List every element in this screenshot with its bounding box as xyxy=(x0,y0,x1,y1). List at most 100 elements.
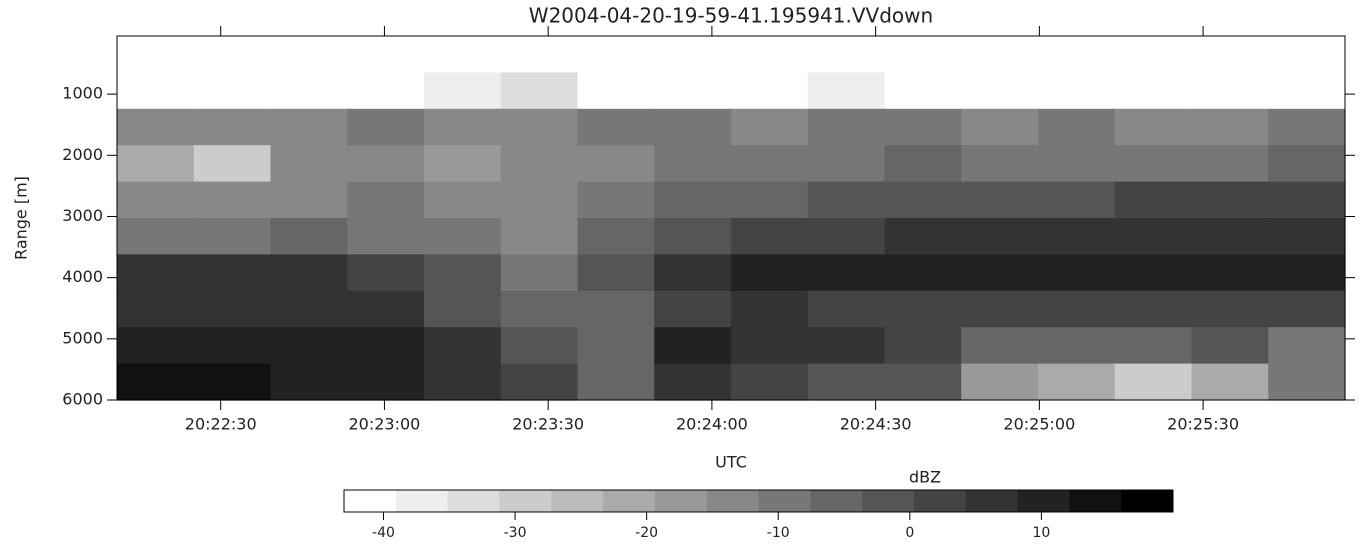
heatmap-cell xyxy=(807,363,886,401)
heatmap-cell xyxy=(424,290,502,328)
heatmap-cell xyxy=(270,290,348,328)
heatmap-cell xyxy=(1038,36,1116,73)
heatmap-cell xyxy=(731,36,809,73)
heatmap-cell xyxy=(270,218,348,255)
y-tick-label: 2000 xyxy=(62,145,103,164)
heatmap-cell xyxy=(807,327,886,365)
heatmap-cell xyxy=(424,363,502,401)
heatmap-cell xyxy=(117,36,195,73)
heatmap-cell xyxy=(500,327,579,365)
heatmap-cell xyxy=(117,145,195,183)
heatmap-cell xyxy=(884,327,962,365)
heatmap-cell xyxy=(1191,327,1269,365)
heatmap-cell xyxy=(1038,254,1116,292)
heatmap-cell xyxy=(193,145,272,183)
colorbar-segment xyxy=(603,490,656,512)
heatmap-cell xyxy=(193,218,272,255)
heatmap-cell xyxy=(731,363,809,401)
heatmap-cell xyxy=(731,218,809,255)
heatmap-cell xyxy=(654,363,732,401)
heatmap-cell xyxy=(807,290,886,328)
heatmap-cell xyxy=(961,363,1039,401)
heatmap-cell xyxy=(1114,72,1193,110)
heatmap-cell xyxy=(117,72,195,110)
heatmap-cell xyxy=(1038,72,1116,110)
heatmap-cell xyxy=(193,327,272,365)
y-tick-label: 5000 xyxy=(62,328,103,347)
heatmap-cell xyxy=(884,363,962,401)
colorbar-segment xyxy=(1069,490,1122,512)
heatmap-cell xyxy=(1038,290,1116,328)
heatmap-cell xyxy=(347,36,425,73)
heatmap-cell xyxy=(1268,108,1346,146)
heatmap-cell xyxy=(117,290,195,328)
heatmap-cell xyxy=(193,72,272,110)
heatmap-cell xyxy=(961,254,1039,292)
heatmap-cell xyxy=(1268,218,1346,255)
colorbar-segment xyxy=(551,490,604,512)
heatmap-cell xyxy=(270,36,348,73)
heatmap-cell xyxy=(347,145,425,183)
colorbar-tick-label: -10 xyxy=(767,525,790,541)
heatmap-cell xyxy=(193,108,272,146)
heatmap-cell xyxy=(654,145,732,183)
heatmap-cell xyxy=(193,290,272,328)
heatmap-cell xyxy=(654,290,732,328)
heatmap-cell xyxy=(1114,327,1193,365)
heatmap-cell xyxy=(500,181,579,219)
heatmap-cell xyxy=(1038,363,1116,401)
heatmap-cell xyxy=(577,108,655,146)
x-tick-label: 20:24:30 xyxy=(840,415,912,434)
heatmap-cell xyxy=(270,327,348,365)
heatmap-cell xyxy=(1191,254,1269,292)
heatmap-cell xyxy=(193,181,272,219)
heatmap-cell xyxy=(270,181,348,219)
heatmap-cell xyxy=(424,327,502,365)
y-tick-label: 4000 xyxy=(62,267,103,286)
heatmap-cell xyxy=(347,327,425,365)
heatmap-cell xyxy=(347,108,425,146)
heatmap-cell xyxy=(193,254,272,292)
heatmap-cell xyxy=(884,72,962,110)
heatmap-cell xyxy=(884,181,962,219)
heatmap-cell xyxy=(117,181,195,219)
colorbar-tick-label: 0 xyxy=(905,525,914,541)
x-tick-label: 20:23:00 xyxy=(349,415,421,434)
colorbar-segment xyxy=(965,490,1019,512)
heatmap-cell xyxy=(961,108,1039,146)
colorbar-segment xyxy=(344,490,397,512)
heatmap-cell xyxy=(961,327,1039,365)
heatmap-cell xyxy=(347,363,425,401)
heatmap-cell xyxy=(117,327,195,365)
heatmap-cell xyxy=(731,145,809,183)
heatmap-cell xyxy=(117,108,195,146)
heatmap-cell xyxy=(117,254,195,292)
colorbar-segment xyxy=(810,490,863,512)
heatmap-cell xyxy=(270,254,348,292)
heatmap-cell xyxy=(270,72,348,110)
heatmap-cell xyxy=(500,218,579,255)
heatmap-cell xyxy=(424,108,502,146)
heatmap-cell xyxy=(1191,145,1269,183)
heatmap-cell xyxy=(884,36,962,73)
colorbar-segment xyxy=(913,490,967,512)
heatmap-cell xyxy=(654,218,732,255)
heatmap-cell xyxy=(654,181,732,219)
colorbar-segment xyxy=(1121,490,1174,512)
heatmap-cell xyxy=(347,290,425,328)
heatmap-cell xyxy=(1114,254,1193,292)
heatmap-cell xyxy=(1191,290,1269,328)
heatmap-cell xyxy=(1268,254,1346,292)
heatmap-cell xyxy=(961,290,1039,328)
heatmap-cell xyxy=(500,254,579,292)
colorbar-tick-label: 10 xyxy=(1032,525,1050,541)
heatmap-cell xyxy=(654,36,732,73)
heatmap-cell xyxy=(1114,145,1193,183)
heatmap-cell xyxy=(731,254,809,292)
heatmap-cell xyxy=(731,72,809,110)
colorbar-segment xyxy=(395,490,449,512)
heatmap-cell xyxy=(807,218,886,255)
colorbar-segment xyxy=(758,490,811,512)
